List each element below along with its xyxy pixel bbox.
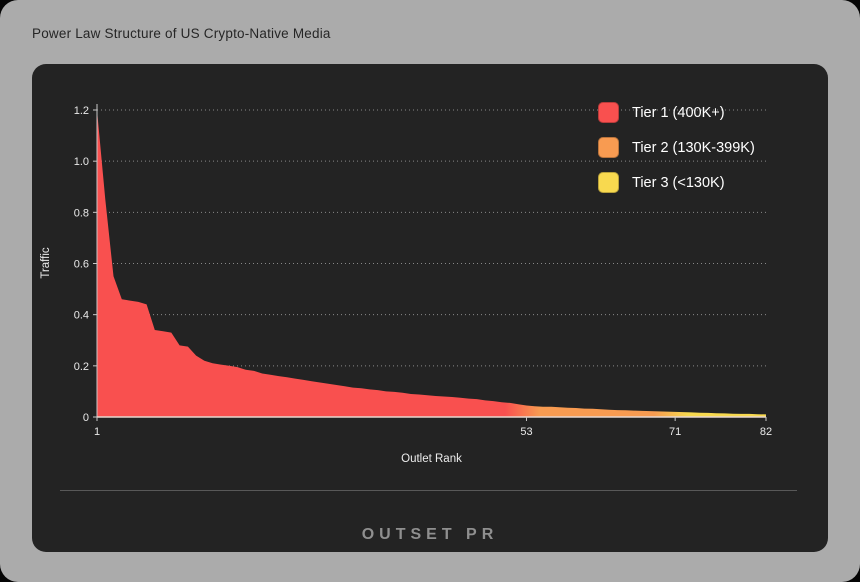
traffic-area-chart: 0 0.2 0.4 0.6 0.8 1.0 1.2 1 53 71 82 [74,104,772,438]
svg-text:1.0: 1.0 [74,156,89,168]
legend-label-tier2: Tier 2 (130K-399K) [632,139,755,156]
x-axis-title: Outlet Rank [401,453,462,465]
y-axis-title: Traffic [40,247,52,279]
svg-text:0.8: 0.8 [74,207,89,219]
svg-text:82: 82 [760,426,772,438]
legend-item-tier2: Tier 2 (130K-399K) [598,137,755,158]
legend-label-tier3: Tier 3 (<130K) [632,174,725,191]
svg-text:53: 53 [520,426,532,438]
chart-panel: 0 0.2 0.4 0.6 0.8 1.0 1.2 1 53 71 82 Traffic Outle… [32,64,828,552]
svg-text:0.4: 0.4 [74,310,89,322]
page-title: Power Law Structure of US Crypto-Native … [32,26,331,41]
legend-label-tier1: Tier 1 (400K+) [632,104,725,121]
svg-text:1: 1 [94,426,100,438]
svg-text:0.6: 0.6 [74,259,89,271]
legend-item-tier3: Tier 3 (<130K) [598,172,755,193]
legend-item-tier1: Tier 1 (400K+) [598,102,755,123]
svg-text:0.2: 0.2 [74,361,89,373]
tier1-color-swatch [598,102,619,123]
chart-legend: Tier 1 (400K+) Tier 2 (130K-399K) Tier 3… [598,102,755,193]
tier3-color-swatch [598,172,619,193]
svg-text:1.2: 1.2 [74,105,89,117]
footer-divider [60,490,797,491]
svg-text:0: 0 [83,412,89,424]
outset-pr-logo: OUTSET PR [361,526,499,543]
tier2-color-swatch [598,137,619,158]
svg-text:71: 71 [669,426,681,438]
